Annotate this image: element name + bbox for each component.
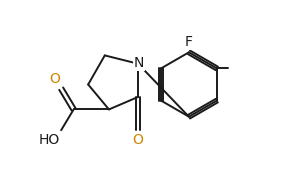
Text: F: F: [185, 35, 193, 49]
Text: N: N: [134, 56, 144, 70]
Text: O: O: [49, 71, 60, 86]
Text: O: O: [133, 133, 144, 147]
Text: HO: HO: [39, 133, 60, 147]
